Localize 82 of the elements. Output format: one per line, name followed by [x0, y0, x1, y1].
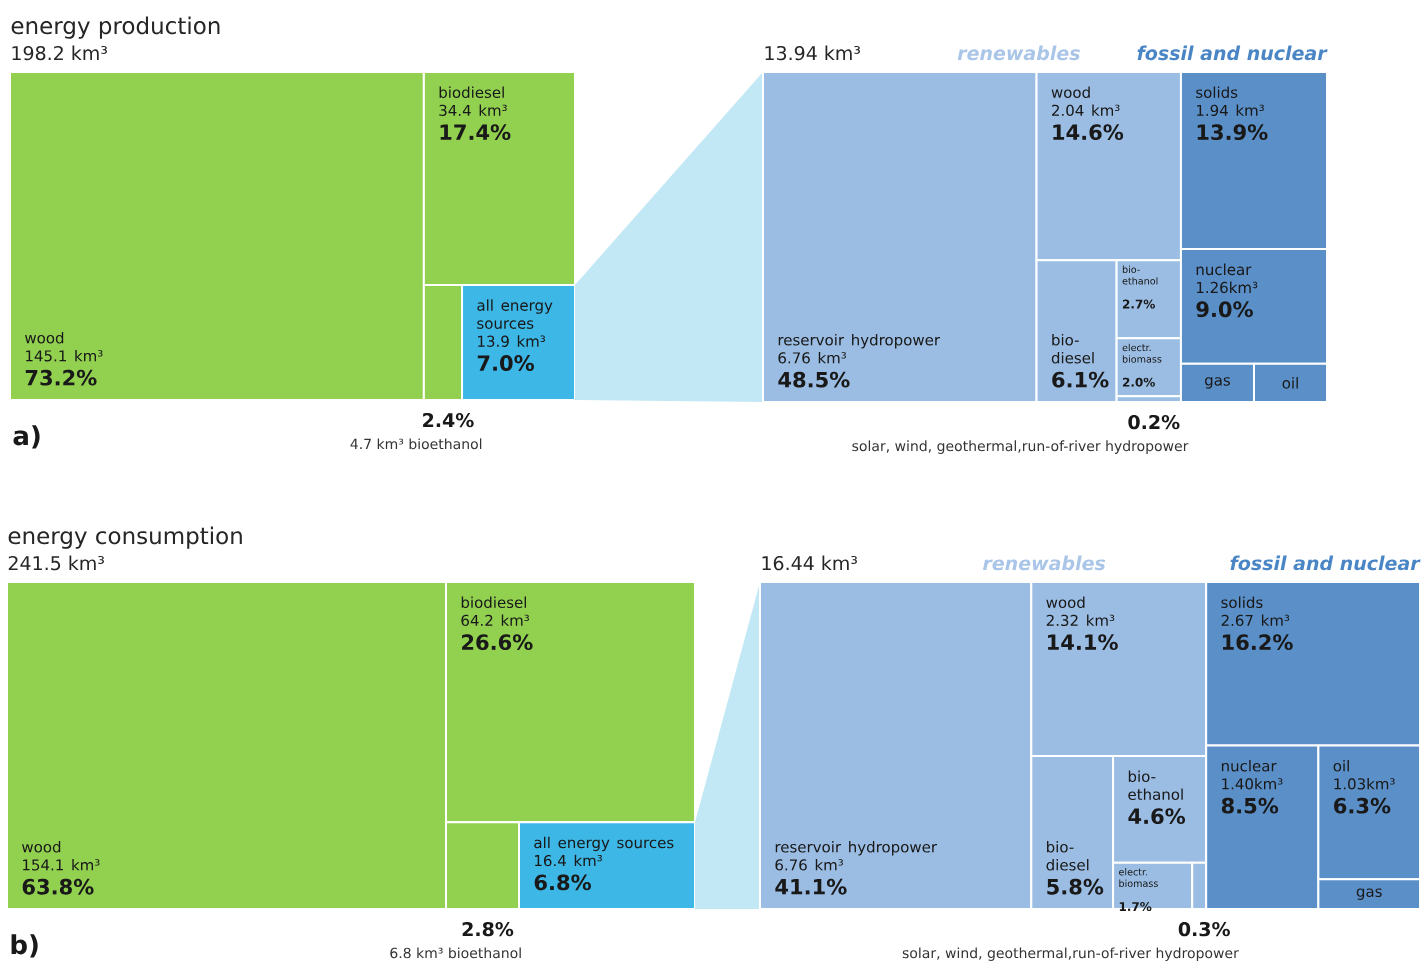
- data-label: 2.04 km³: [1052, 104, 1120, 117]
- category-label: bio-ethanol: [1122, 265, 1158, 285]
- text: fossil and nuclear: [1230, 555, 1421, 571]
- category-label: solar, wind, geothermal,run-of-river hydropower: [852, 440, 1189, 454]
- data-label: 6.8%: [534, 874, 591, 891]
- data-label: 4.6%: [1128, 808, 1186, 825]
- data-label: 13.9 km³: [478, 335, 546, 347]
- data-label: 1.40km³: [1222, 777, 1283, 790]
- category-label: oil: [1282, 377, 1298, 389]
- data-label: 2.32 km³: [1046, 614, 1115, 627]
- text: a): [13, 425, 40, 449]
- data-label: 2.7%: [1122, 299, 1155, 309]
- category-label: oil: [1333, 759, 1349, 772]
- category-label: wood: [1046, 596, 1085, 609]
- data-label: 0.3%: [1178, 921, 1230, 937]
- category-label: solids: [1196, 86, 1238, 99]
- data-label: 1.03km³: [1334, 777, 1395, 790]
- data-label: 1.94 km³: [1197, 104, 1264, 117]
- data-label: 16.2%: [1222, 634, 1293, 651]
- data-label: 1.26km³: [1197, 281, 1258, 294]
- category-label: all energy sources: [534, 836, 674, 852]
- data-label: 5.8%: [1047, 878, 1104, 895]
- text: energy consumption: [8, 526, 242, 549]
- data-label: 64.2 km³: [461, 614, 529, 627]
- data-label: 145.1 km³: [26, 349, 103, 362]
- category-label: bioethanol: [449, 947, 521, 959]
- data-label: 6.76 km³: [775, 858, 843, 871]
- data-label: 1.7%: [1119, 901, 1152, 912]
- data-label: 154.1 km³: [23, 858, 100, 871]
- text: 241.5 km³: [8, 555, 104, 571]
- data-label: 2.4%: [423, 412, 474, 428]
- data-label: 41.1%: [775, 878, 847, 895]
- data-label: 48.5%: [778, 371, 850, 388]
- data-label: 9.0%: [1196, 301, 1253, 318]
- data-label: 6.1%: [1052, 371, 1109, 388]
- category-label: electr. biomass: [1119, 868, 1158, 888]
- category-label: wood: [25, 331, 64, 344]
- category-label: nuclear: [1196, 263, 1252, 276]
- data-label: 73.2%: [25, 369, 97, 386]
- text: 13.94 km³: [765, 45, 860, 61]
- data-label: 26.6%: [462, 634, 533, 651]
- text: energy production: [11, 16, 220, 39]
- text: fossil and nuclear: [1137, 45, 1328, 61]
- category-label: bioethanol: [409, 438, 482, 450]
- data-label: 2.0%: [1122, 377, 1155, 387]
- data-label: 7.0%: [477, 355, 535, 371]
- category-label: all energy sources: [477, 299, 553, 329]
- category-label: biodiesel: [461, 596, 527, 609]
- category-label: solids: [1221, 596, 1263, 609]
- data-label: 34.4 km³: [439, 104, 507, 117]
- category-label: solar, wind, geothermal,run-of-river hydropower: [902, 947, 1239, 961]
- data-label: 63.8%: [22, 878, 94, 895]
- data-label: 14.6%: [1053, 124, 1124, 141]
- data-label: 8.5%: [1221, 797, 1279, 814]
- data-label: 2.67 km³: [1221, 614, 1290, 627]
- text: b): [11, 934, 38, 958]
- data-label: 13.9%: [1197, 124, 1268, 141]
- text: renewables: [983, 555, 1106, 571]
- data-label: 0.2%: [1128, 414, 1180, 430]
- data-label: 6.3%: [1334, 797, 1391, 814]
- data-label: 17.4%: [440, 124, 511, 141]
- data-label: 4.7 km³: [350, 438, 404, 450]
- category-label: bio-diesel: [1046, 840, 1089, 871]
- category-label: reservoir hydropower: [775, 840, 938, 856]
- category-label: reservoir hydropower: [778, 333, 941, 349]
- category-label: bio-diesel: [1051, 333, 1094, 364]
- category-label: nuclear: [1221, 759, 1277, 772]
- text: renewables: [957, 45, 1080, 61]
- text: 16.44 km³: [762, 555, 857, 571]
- category-label: wood: [1051, 86, 1090, 99]
- category-label: wood: [22, 840, 61, 853]
- data-label: 6.8 km³: [390, 947, 443, 959]
- data-label: 14.1%: [1048, 634, 1118, 651]
- text: 198.2 km³: [12, 45, 107, 61]
- data-label: 2.8%: [462, 921, 514, 937]
- category-label: gas: [1356, 888, 1382, 900]
- data-label: 6.76 km³: [778, 351, 846, 364]
- category-label: bio-ethanol: [1128, 770, 1183, 801]
- category-label: gas: [1205, 377, 1230, 389]
- category-label: biodiesel: [439, 86, 504, 99]
- data-label: 16.4 km³: [535, 854, 602, 867]
- category-label: electr. biomass: [1122, 343, 1162, 363]
